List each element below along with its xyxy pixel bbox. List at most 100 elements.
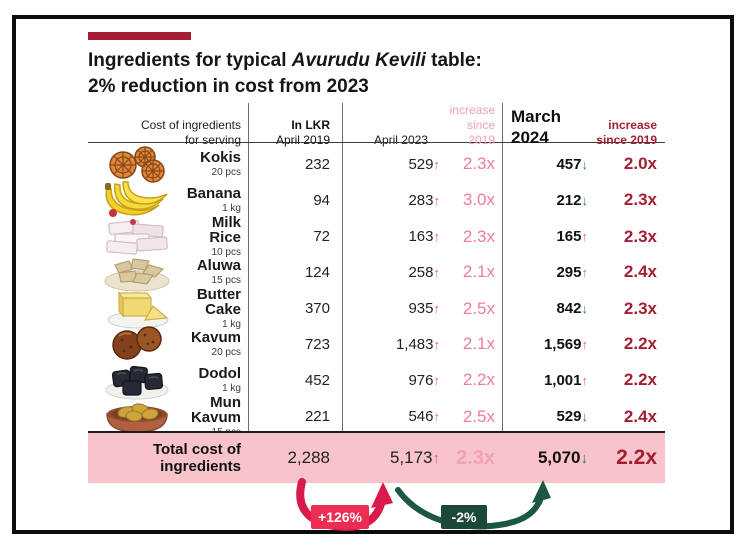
table-row-milk-rice: Milk Rice 10 pcs 72 163↑ 2.3x 165↑ 2.3x xyxy=(88,214,665,258)
increase-since-2019-2023: 3.0x xyxy=(462,190,495,209)
total-increase-2024: 2.2x xyxy=(616,446,657,469)
kokis-image xyxy=(88,143,185,185)
price-march-2024: 212↓ xyxy=(502,192,590,209)
page-title: Ingredients for typical Avurudu Kevili t… xyxy=(88,48,648,99)
value-text: 457 xyxy=(556,155,582,173)
column-divider xyxy=(248,103,249,483)
value-text: 165 xyxy=(556,228,582,245)
value-text: 295 xyxy=(556,263,582,281)
column-divider xyxy=(502,103,503,483)
table-row-butter-cake: Butter Cake 1 kg 370 935↑ 2.5x 842↓ 2.3x xyxy=(88,286,665,330)
increase-since-2019-2023: 2.5x xyxy=(462,406,495,426)
price-march-2024: 1,569↑ xyxy=(502,336,590,353)
price-april-2023: 1,483↑ xyxy=(342,336,445,353)
ingredient-quantity: 10 pcs xyxy=(211,247,241,258)
value-text: 212 xyxy=(556,191,582,209)
table-row-dodol: Dodol 1 kg 452 976↑ 2.2x 1,001↑ 2.2x xyxy=(88,359,665,400)
ingredient-quantity: 1 kg xyxy=(222,203,241,214)
increase-since-2019-2024: 2.3x xyxy=(623,298,657,318)
trend-arrow-icon: ↑ xyxy=(581,229,589,244)
value-text: 935 xyxy=(408,300,434,317)
column-divider xyxy=(342,103,343,483)
green-curve-arrow xyxy=(395,487,544,530)
aluwa-image xyxy=(88,251,185,293)
ingredient-name: Milk Rice xyxy=(209,214,241,246)
increase-since-2019-2023: 2.1x xyxy=(462,334,495,353)
header-increase-2023: increase since 2019 xyxy=(449,103,495,147)
price-april-2023: 163↑ xyxy=(342,228,445,245)
ingredient-name: Butter Cake xyxy=(196,286,241,318)
trend-arrow-icon: ↑ xyxy=(581,336,589,352)
increase-since-2019-2024: 2.3x xyxy=(623,190,657,209)
trend-arrow-icon: ↑ xyxy=(433,229,441,244)
ingredient-quantity: 20 pcs xyxy=(211,167,241,178)
cost-table: Cost of ingredients for serving In LKR A… xyxy=(88,103,665,483)
total-increase-2023: 2.3x xyxy=(456,446,495,469)
title-line2: 2% reduction in cost from 2023 xyxy=(88,75,369,97)
price-april-2019: 221 xyxy=(304,408,330,425)
table-row-banana: Banana 1 kg 94 283↑ 3.0x 212↓ 2.3x xyxy=(88,179,665,217)
price-april-2023: 529↑ xyxy=(342,156,445,173)
dodol-image xyxy=(88,359,185,401)
trend-arrow-icon: ↓ xyxy=(581,156,589,172)
price-april-2019: 94 xyxy=(313,191,330,209)
price-march-2024: 1,001↑ xyxy=(502,372,590,389)
price-march-2024: 457↓ xyxy=(502,156,590,173)
price-april-2023: 258↑ xyxy=(342,264,445,281)
trend-arrow-icon: ↓ xyxy=(581,301,589,316)
ingredient-quantity: 1 kg xyxy=(222,319,241,330)
ingredient-name: Aluwa xyxy=(196,257,241,274)
value-text: 842 xyxy=(556,300,582,317)
table-row-aluwa: Aluwa 15 pcs 124 258↑ 2.1x 295↑ 2.4x xyxy=(88,251,665,292)
price-april-2023: 283↑ xyxy=(342,192,445,209)
table-body: Kokis 20 pcs 232 529↑ 2.3x 457↓ 2.0x xyxy=(88,143,665,438)
value-text: 546 xyxy=(408,408,434,425)
increase-since-2019-2023: 2.3x xyxy=(462,154,495,173)
ingredient-name: Kokis xyxy=(200,149,241,166)
trend-arrow-icon: ↑ xyxy=(433,264,441,280)
increase-since-2019-2024: 2.4x xyxy=(623,406,657,426)
value-text: 976 xyxy=(408,371,434,389)
price-march-2024: 165↑ xyxy=(502,228,590,245)
trend-arrow-icon: ↓ xyxy=(581,192,589,208)
kavum-image xyxy=(88,323,185,365)
mun-kavum-image xyxy=(88,396,185,438)
value-text: 5,070 xyxy=(537,448,581,467)
total-april-2023: 5,173↑ xyxy=(342,448,445,468)
price-april-2019: 124 xyxy=(304,263,330,281)
table-header: Cost of ingredients for serving In LKR A… xyxy=(88,103,665,147)
milk-rice-image xyxy=(88,216,185,258)
value-text: 529 xyxy=(408,155,434,173)
ingredient-name: Banana xyxy=(186,185,241,202)
trend-arrow-icon: ↓ xyxy=(581,409,589,424)
value-text: 163 xyxy=(408,228,434,245)
trend-arrow-icon: ↑ xyxy=(433,192,441,208)
increase-since-2019-2023: 2.5x xyxy=(462,298,495,318)
header-april-2023: April 2023 xyxy=(373,133,428,147)
total-april-2019: 2,288 xyxy=(287,448,330,467)
price-april-2023: 546↑ xyxy=(342,408,445,425)
increase-since-2019-2023: 2.2x xyxy=(462,370,495,389)
price-april-2023: 935↑ xyxy=(342,300,445,317)
increase-since-2019-2024: 2.2x xyxy=(623,334,657,353)
price-april-2019: 72 xyxy=(313,228,330,245)
value-text: 529 xyxy=(556,408,582,425)
increase-since-2019-2024: 2.2x xyxy=(623,370,657,389)
value-text: 1,001 xyxy=(543,371,582,389)
border-frame xyxy=(12,15,734,534)
price-april-2023: 976↑ xyxy=(342,372,445,389)
increase-since-2019-2023: 2.1x xyxy=(462,262,495,281)
price-march-2024: 529↓ xyxy=(502,408,590,425)
title-accent-bar xyxy=(88,32,191,40)
price-march-2024: 842↓ xyxy=(502,300,590,317)
banana-image xyxy=(88,179,185,221)
butter-cake-image xyxy=(88,288,185,330)
ingredient-name: Kavum xyxy=(190,329,241,346)
total-row: Total cost of ingredients 2,288 5,173↑ 2… xyxy=(88,433,665,483)
trend-arrow-icon: ↑ xyxy=(581,264,589,280)
price-april-2019: 232 xyxy=(304,155,330,173)
trend-arrow-icon: ↓ xyxy=(580,450,589,467)
increase-since-2019-2024: 2.3x xyxy=(623,226,657,246)
trend-arrow-icon: ↑ xyxy=(581,372,589,388)
